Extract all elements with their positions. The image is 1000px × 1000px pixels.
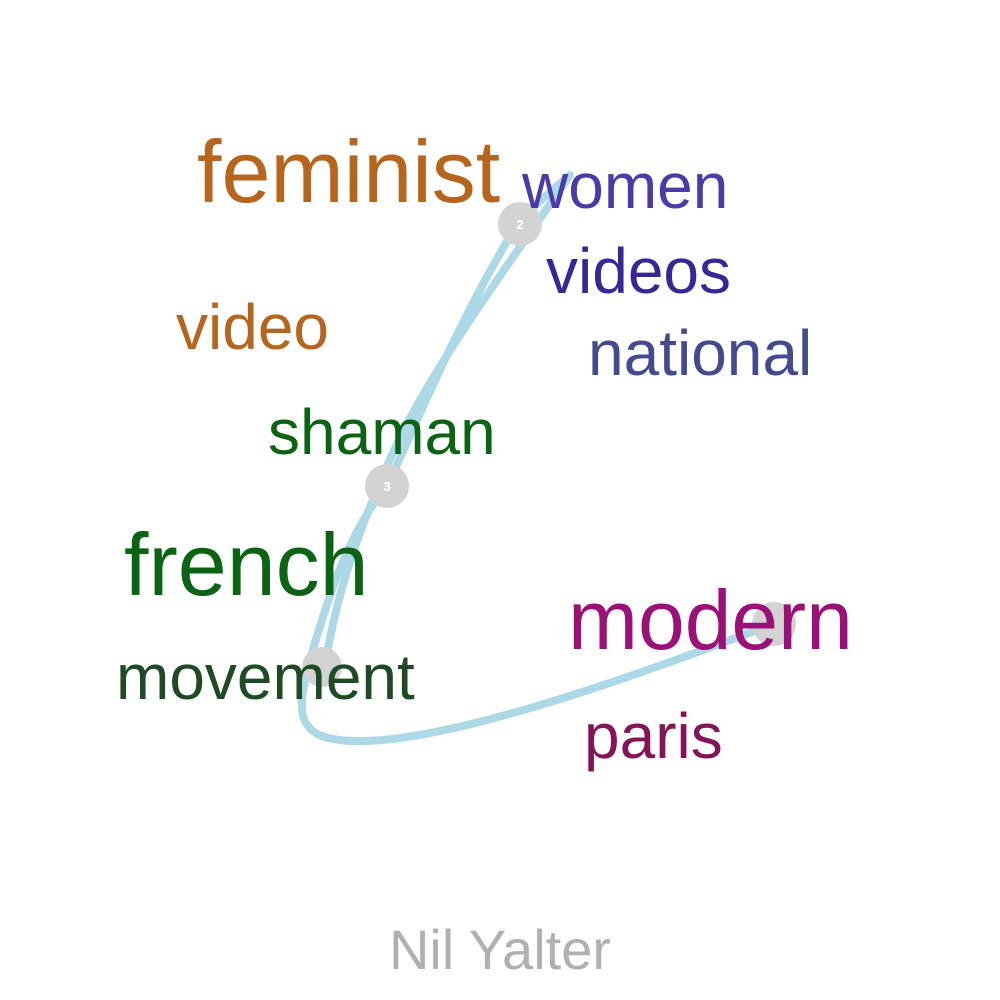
marker-3-label: 3	[383, 479, 390, 494]
word-women: women	[522, 150, 729, 222]
artist-name-caption: Nil Yalter	[388, 918, 611, 981]
word-shaman: shaman	[268, 396, 496, 468]
word-movement: movement	[116, 641, 415, 713]
word-national: national	[588, 317, 813, 389]
word-videos: videos	[546, 235, 731, 307]
word-feminist: feminist	[197, 122, 501, 221]
marker-3	[365, 464, 409, 508]
word-modern: modern	[568, 573, 853, 667]
word-french: french	[124, 515, 369, 614]
word-paris: paris	[584, 700, 723, 772]
word-video: video	[176, 291, 329, 363]
